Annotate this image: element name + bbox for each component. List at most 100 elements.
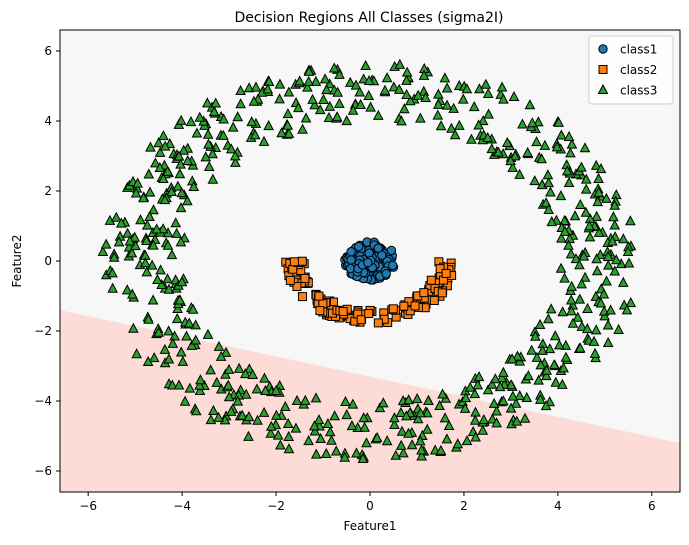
- class3-point: [175, 158, 186, 169]
- class2-point: [300, 273, 310, 283]
- class3-point: [145, 141, 156, 152]
- class3-point: [556, 129, 567, 140]
- class3-point: [563, 130, 575, 142]
- class3-point: [379, 84, 391, 95]
- data-points: [97, 58, 637, 463]
- class3-point: [154, 146, 166, 157]
- class3-point: [498, 93, 509, 104]
- class3-point: [171, 313, 183, 324]
- class3-point: [265, 420, 277, 431]
- class3-point: [610, 254, 622, 265]
- class3-point: [361, 437, 372, 448]
- class3-point: [190, 405, 202, 416]
- class2-point: [292, 282, 302, 292]
- class3-point: [282, 119, 293, 130]
- class3-point: [558, 362, 569, 373]
- class3-point: [107, 282, 119, 293]
- class3-point: [274, 78, 286, 89]
- class3-point: [574, 259, 585, 270]
- class3-point: [534, 318, 546, 330]
- class3-point: [446, 122, 457, 133]
- class3-point: [177, 355, 189, 366]
- class3-point: [162, 273, 173, 284]
- class3-point: [282, 417, 294, 429]
- class3-point: [175, 346, 187, 357]
- series-class1: [340, 237, 399, 285]
- class3-point: [496, 81, 508, 92]
- class3-point: [169, 330, 180, 341]
- class1-point: [346, 247, 356, 257]
- class3-point: [144, 210, 155, 222]
- class3-point: [441, 82, 453, 93]
- class3-point: [292, 102, 304, 113]
- class3-point: [235, 84, 246, 96]
- class3-point: [108, 251, 120, 262]
- class3-point: [131, 348, 142, 359]
- series-class2: [281, 256, 457, 328]
- class3-point: [572, 311, 584, 322]
- class3-point: [282, 108, 294, 119]
- class3-point: [464, 381, 476, 392]
- class3-point: [622, 245, 634, 256]
- class3-point: [172, 180, 184, 191]
- y-tick-label: 4: [44, 114, 52, 128]
- class3-point: [415, 407, 426, 418]
- class3-point: [244, 363, 255, 374]
- class3-point: [590, 324, 602, 335]
- class3-point: [202, 328, 214, 339]
- class3-point: [434, 399, 445, 410]
- class3-point: [598, 288, 610, 299]
- class3-point: [435, 120, 447, 131]
- class3-point: [607, 235, 618, 246]
- class2-point: [429, 295, 439, 305]
- class3-point: [243, 430, 254, 441]
- class3-point: [506, 353, 518, 364]
- class3-point: [377, 397, 389, 408]
- class3-point: [576, 161, 587, 172]
- class2-point: [410, 301, 420, 311]
- class3-point: [243, 82, 255, 93]
- class3-point: [359, 421, 370, 432]
- class3-point: [534, 393, 546, 404]
- class3-point: [319, 73, 331, 84]
- class3-point: [130, 187, 142, 198]
- class3-point: [153, 137, 164, 148]
- class2-point: [399, 301, 409, 311]
- class3-point: [561, 165, 573, 176]
- class3-point: [374, 402, 386, 413]
- class3-point: [339, 451, 351, 462]
- class3-point: [230, 156, 241, 167]
- class3-point: [559, 272, 570, 283]
- class3-point: [470, 431, 481, 442]
- class3-point: [406, 439, 418, 450]
- class3-point: [404, 95, 416, 106]
- class3-point: [173, 379, 185, 390]
- class3-point: [390, 449, 402, 460]
- class3-point: [531, 136, 542, 147]
- class3-point: [128, 322, 139, 333]
- class3-point: [140, 257, 151, 268]
- class3-point: [220, 346, 232, 357]
- class3-point: [225, 143, 237, 154]
- class3-point: [314, 104, 326, 115]
- class3-point: [602, 250, 614, 261]
- class3-point: [324, 426, 336, 437]
- class3-point: [617, 233, 629, 244]
- class3-point: [141, 219, 153, 230]
- class3-point: [324, 100, 336, 111]
- class3-point: [396, 115, 407, 126]
- class2-point: [364, 309, 374, 319]
- class3-point: [252, 414, 263, 425]
- class3-point: [591, 265, 603, 276]
- class3-point: [389, 412, 400, 423]
- class3-point: [127, 288, 138, 299]
- class3-point: [535, 359, 547, 370]
- class3-point: [365, 101, 376, 112]
- class3-point: [533, 116, 544, 127]
- class3-point: [488, 397, 500, 408]
- class3-point: [490, 373, 501, 384]
- class3-point: [262, 83, 274, 94]
- class3-point: [215, 350, 227, 361]
- class3-point: [574, 293, 586, 304]
- class3-point: [567, 317, 579, 328]
